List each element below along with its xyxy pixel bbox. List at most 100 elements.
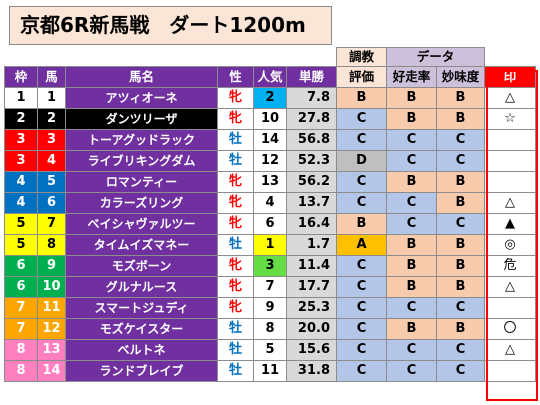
header-eval-line2: 評価: [336, 66, 387, 88]
race-table: 調教 データ 枠 馬 馬名 性 人気 単勝 評価 好走率 妙味度 印 1 1 アツィ…: [4, 47, 536, 382]
header-taste: 妙味度: [436, 66, 485, 88]
odds-cell: 13.7: [286, 192, 337, 214]
mark-cell: △: [484, 87, 536, 109]
table-row: 5 8 タイムイズマネー牡 1 1.7 A B B ◎: [4, 234, 536, 256]
header-sex: 性: [217, 66, 254, 88]
waku-cell: 8: [4, 360, 38, 382]
mark-cell: △: [484, 192, 536, 214]
odds-cell: 25.3: [286, 297, 337, 319]
mark-cell: 危: [484, 255, 536, 277]
uma-cell: 9: [37, 255, 66, 277]
uma-cell: 8: [37, 234, 66, 256]
popularity-cell: 4: [253, 192, 287, 214]
table-row: 8 14 ランドブレイブ牡 11 31.8 C C C: [4, 360, 536, 382]
training-eval-cell: B: [336, 87, 387, 109]
waku-cell: 5: [4, 234, 38, 256]
sex-cell: 牡: [217, 318, 254, 340]
training-eval-cell: C: [336, 129, 387, 151]
sex-cell: 牡: [217, 234, 254, 256]
run-rate-cell: B: [386, 318, 437, 340]
training-eval-cell: C: [336, 171, 387, 193]
run-rate-cell: C: [386, 297, 437, 319]
value-rate-cell: C: [436, 297, 485, 319]
mark-cell: [484, 360, 536, 382]
horse-name: ロマンティー: [65, 171, 218, 193]
popularity-cell: 10: [253, 108, 287, 130]
uma-cell: 4: [37, 150, 66, 172]
value-rate-cell: B: [436, 87, 485, 109]
training-eval-cell: A: [336, 234, 387, 256]
popularity-cell: 11: [253, 360, 287, 382]
horse-name: ランドブレイブ: [65, 360, 218, 382]
horse-name: スマートジュディ: [65, 297, 218, 319]
value-rate-cell: B: [436, 255, 485, 277]
waku-cell: 5: [4, 213, 38, 235]
waku-cell: 7: [4, 318, 38, 340]
uma-cell: 11: [37, 297, 66, 319]
horse-name: タイムイズマネー: [65, 234, 218, 256]
odds-cell: 52.3: [286, 150, 337, 172]
odds-cell: 20.0: [286, 318, 337, 340]
waku-cell: 4: [4, 171, 38, 193]
run-rate-cell: C: [386, 360, 437, 382]
uma-cell: 10: [37, 276, 66, 298]
mark-cell: [484, 171, 536, 193]
value-rate-cell: B: [436, 192, 485, 214]
odds-cell: 7.8: [286, 87, 337, 109]
header-eval-line1: 調教: [336, 47, 387, 67]
training-eval-cell: C: [336, 360, 387, 382]
uma-cell: 12: [37, 318, 66, 340]
odds-cell: 15.6: [286, 339, 337, 361]
uma-cell: 14: [37, 360, 66, 382]
popularity-cell: 12: [253, 150, 287, 172]
table-row: 8 13 ベルトネ牡 5 15.6 C C C △: [4, 339, 536, 361]
training-eval-cell: B: [336, 213, 387, 235]
horse-name: トーアグッドラック: [65, 129, 218, 151]
horse-name: モズケイスター: [65, 318, 218, 340]
waku-cell: 6: [4, 276, 38, 298]
mark-cell: ☆: [484, 108, 536, 130]
uma-cell: 2: [37, 108, 66, 130]
training-eval-cell: C: [336, 255, 387, 277]
waku-cell: 6: [4, 255, 38, 277]
table-row: 4 6 カラーズリング牝 4 13.7 C C B △: [4, 192, 536, 214]
run-rate-cell: B: [386, 276, 437, 298]
sex-cell: 牝: [217, 297, 254, 319]
sex-cell: 牡: [217, 150, 254, 172]
popularity-cell: 7: [253, 276, 287, 298]
odds-cell: 17.7: [286, 276, 337, 298]
uma-cell: 3: [37, 129, 66, 151]
table-row: 7 12 モズケイスター牡 8 20.0 C B B 〇: [4, 318, 536, 340]
odds-cell: 1.7: [286, 234, 337, 256]
sex-cell: 牡: [217, 360, 254, 382]
odds-cell: 56.2: [286, 171, 337, 193]
run-rate-cell: B: [386, 234, 437, 256]
waku-cell: 7: [4, 297, 38, 319]
horse-name: モズボーン: [65, 255, 218, 277]
sex-cell: 牝: [217, 255, 254, 277]
run-rate-cell: C: [386, 339, 437, 361]
value-rate-cell: C: [436, 150, 485, 172]
mark-cell: △: [484, 276, 536, 298]
table-row: 5 7 ベイシャヴァルツー牝 6 16.4 B C C ▲: [4, 213, 536, 235]
header-odds: 単勝: [286, 66, 337, 88]
popularity-cell: 1: [253, 234, 287, 256]
value-rate-cell: C: [436, 360, 485, 382]
value-rate-cell: B: [436, 318, 485, 340]
mark-cell: [484, 297, 536, 319]
sex-cell: 牝: [217, 171, 254, 193]
table-row: 2 2 ダンツリーザ牝 10 27.8 C B B ☆: [4, 108, 536, 130]
horse-name: カラーズリング: [65, 192, 218, 214]
waku-cell: 4: [4, 192, 38, 214]
run-rate-cell: C: [386, 213, 437, 235]
value-rate-cell: C: [436, 129, 485, 151]
horse-name: ライブリキングダム: [65, 150, 218, 172]
value-rate-cell: B: [436, 234, 485, 256]
sex-cell: 牝: [217, 213, 254, 235]
waku-cell: 3: [4, 129, 38, 151]
waku-cell: 2: [4, 108, 38, 130]
training-eval-cell: D: [336, 150, 387, 172]
table-row: 3 3 トーアグッドラック牡 14 56.8 C C C: [4, 129, 536, 151]
uma-cell: 7: [37, 213, 66, 235]
odds-cell: 31.8: [286, 360, 337, 382]
